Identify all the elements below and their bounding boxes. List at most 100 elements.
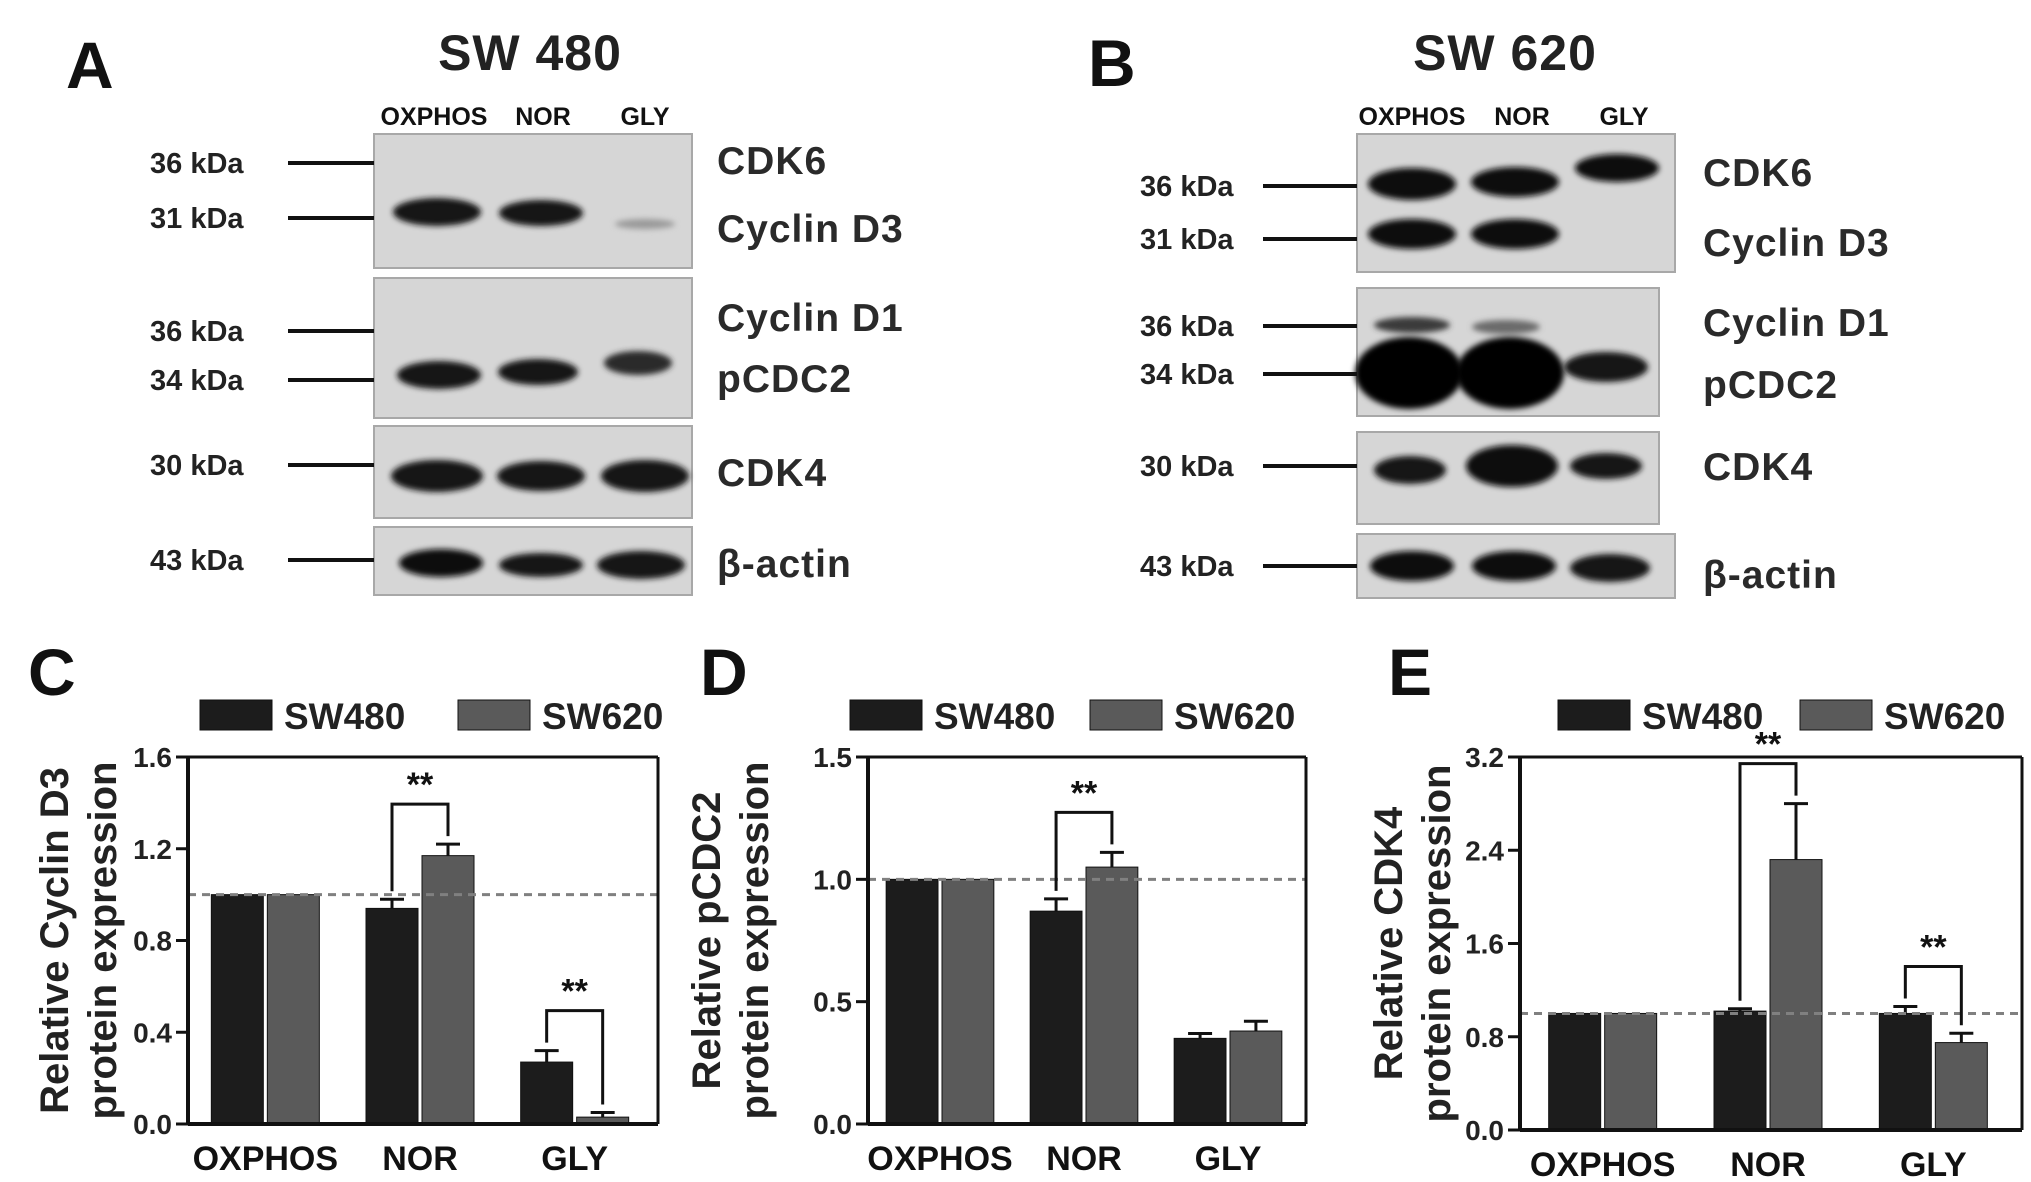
- chart-d: SW480 SW620 Relative pCDC2 protein expressi…: [685, 696, 1308, 1178]
- y-tick-label: 0.0: [1465, 1115, 1504, 1146]
- protein-label: CDK4: [717, 452, 827, 495]
- bar: [1085, 866, 1139, 1125]
- blot-strip: 36 kDa 31 kDa CDK6 Cyclin D3: [1140, 133, 1890, 273]
- lane-label: GLY: [620, 103, 669, 131]
- x-tick-label: OXPHOS: [867, 1140, 1012, 1178]
- lane-label: NOR: [515, 103, 571, 131]
- y-tick-label: 0.0: [813, 1109, 852, 1140]
- lane-labels-b: OXPHOS NOR GLY: [1359, 103, 1649, 131]
- protein-label: Cyclin D1: [717, 297, 904, 340]
- y-tick-label: 1.0: [813, 864, 852, 895]
- significance-bracket: [545, 1009, 605, 1105]
- protein-label: Cyclin D3: [1703, 222, 1890, 265]
- panel-letter-e: E: [1388, 635, 1432, 709]
- legend-label: SW620: [542, 696, 663, 737]
- kda-marker: 43 kDa: [1140, 551, 1234, 583]
- y-axis-label: protein expression: [733, 762, 777, 1120]
- legend-label: SW620: [1884, 696, 2005, 737]
- legend-swatch: [1089, 699, 1163, 731]
- bar: [941, 878, 995, 1125]
- kda-marker: 30 kDa: [1140, 451, 1234, 483]
- chart-c: SW480 SW620 Relative Cyclin D3 protein expr…: [33, 696, 663, 1178]
- panel-a-blot: A SW 480 OXPHOS NOR GLY 36 kDa 31 kDa CD…: [66, 25, 904, 596]
- y-tick-label: 1.6: [133, 742, 172, 773]
- x-tick-label: NOR: [382, 1140, 458, 1178]
- kda-marker: 36 kDa: [1140, 171, 1234, 203]
- significance-bracket: [1054, 810, 1114, 891]
- bar: [1713, 1010, 1767, 1131]
- panel-letter-a: A: [66, 28, 114, 102]
- bar: [421, 855, 475, 1125]
- lane-label: NOR: [1494, 103, 1550, 131]
- x-tick-label: OXPHOS: [1530, 1146, 1675, 1182]
- blot-strip: 43 kDa β-actin: [1140, 533, 1838, 599]
- significance-marker: **: [407, 766, 434, 804]
- y-tick-label: 1.2: [133, 834, 172, 865]
- legend-swatch: [849, 699, 923, 731]
- kda-marker: 31 kDa: [1140, 224, 1234, 256]
- y-tick-label: 1.6: [1465, 929, 1504, 960]
- y-axis-label: protein expression: [81, 762, 125, 1120]
- significance-marker: **: [561, 973, 588, 1011]
- bar: [1878, 1012, 1932, 1131]
- protein-label: Cyclin D1: [1703, 302, 1890, 345]
- significance-marker: **: [1071, 774, 1098, 812]
- y-tick-label: 0.0: [133, 1109, 172, 1140]
- legend-swatch: [199, 699, 273, 731]
- y-tick-label: 2.4: [1465, 835, 1504, 866]
- y-tick-label: 0.4: [133, 1017, 172, 1048]
- x-tick-label: NOR: [1730, 1146, 1806, 1182]
- lane-label: OXPHOS: [1359, 103, 1466, 131]
- blot-strip: 30 kDa CDK4: [1140, 431, 1812, 525]
- protein-label: CDK6: [1703, 152, 1813, 195]
- protein-label: β-actin: [1703, 554, 1838, 597]
- panel-letter-d: D: [700, 635, 748, 709]
- significance-marker: **: [1920, 928, 1947, 966]
- y-axis-label: Relative CDK4: [1367, 806, 1411, 1080]
- kda-marker: 36 kDa: [1140, 311, 1234, 343]
- significance-bracket: [1738, 762, 1798, 1001]
- blot-strip: 36 kDa 34 kDa Cyclin D1 pCDC2: [1140, 287, 1890, 417]
- x-tick-label: GLY: [541, 1140, 608, 1178]
- kda-marker: 31 kDa: [150, 203, 244, 235]
- legend-label: SW480: [284, 696, 405, 737]
- kda-marker: 36 kDa: [150, 316, 244, 348]
- x-tick-label: OXPHOS: [193, 1140, 338, 1178]
- kda-marker: 43 kDa: [150, 545, 244, 577]
- y-tick-label: 0.8: [1465, 1022, 1504, 1053]
- bar: [1029, 910, 1083, 1125]
- bar: [266, 894, 320, 1125]
- x-tick-label: GLY: [1195, 1140, 1262, 1178]
- bar: [210, 894, 264, 1125]
- panel-letter-b: B: [1088, 26, 1136, 100]
- y-tick-label: 3.2: [1465, 742, 1504, 773]
- blot-strip: 43 kDa β-actin: [150, 526, 851, 596]
- bar: [365, 907, 419, 1125]
- panel-b-blot: B SW 620 OXPHOS NOR GLY 36 kDa 31 kDa CD…: [1088, 25, 1890, 599]
- x-tick-label: NOR: [1046, 1140, 1122, 1178]
- kda-marker: 30 kDa: [150, 450, 244, 482]
- legend-label: SW480: [1642, 696, 1763, 737]
- significance-bracket: [1903, 964, 1963, 1026]
- bar: [885, 878, 939, 1125]
- panel-letter-c: C: [28, 635, 76, 709]
- y-axis-label: protein expression: [1415, 765, 1459, 1123]
- y-tick-label: 0.5: [813, 987, 852, 1018]
- chart-e: SW480 SW620 Relative CDK4 protein expressio…: [1367, 696, 2024, 1182]
- legend-swatch: [457, 699, 531, 731]
- legend-label: SW620: [1174, 696, 1295, 737]
- y-tick-label: 1.5: [813, 742, 852, 773]
- protein-label: pCDC2: [1703, 364, 1838, 407]
- significance-bracket: [390, 802, 450, 892]
- lane-label: OXPHOS: [381, 103, 488, 131]
- y-axis-label: Relative pCDC2: [685, 792, 729, 1090]
- legend-swatch: [1799, 699, 1873, 731]
- kda-marker: 34 kDa: [150, 365, 244, 397]
- bar: [1229, 1030, 1283, 1125]
- kda-marker: 36 kDa: [150, 148, 244, 180]
- legend-swatch: [1557, 699, 1631, 731]
- bar: [1548, 1012, 1602, 1131]
- cell-line-title-b: SW 620: [1413, 25, 1597, 81]
- bar: [520, 1061, 574, 1125]
